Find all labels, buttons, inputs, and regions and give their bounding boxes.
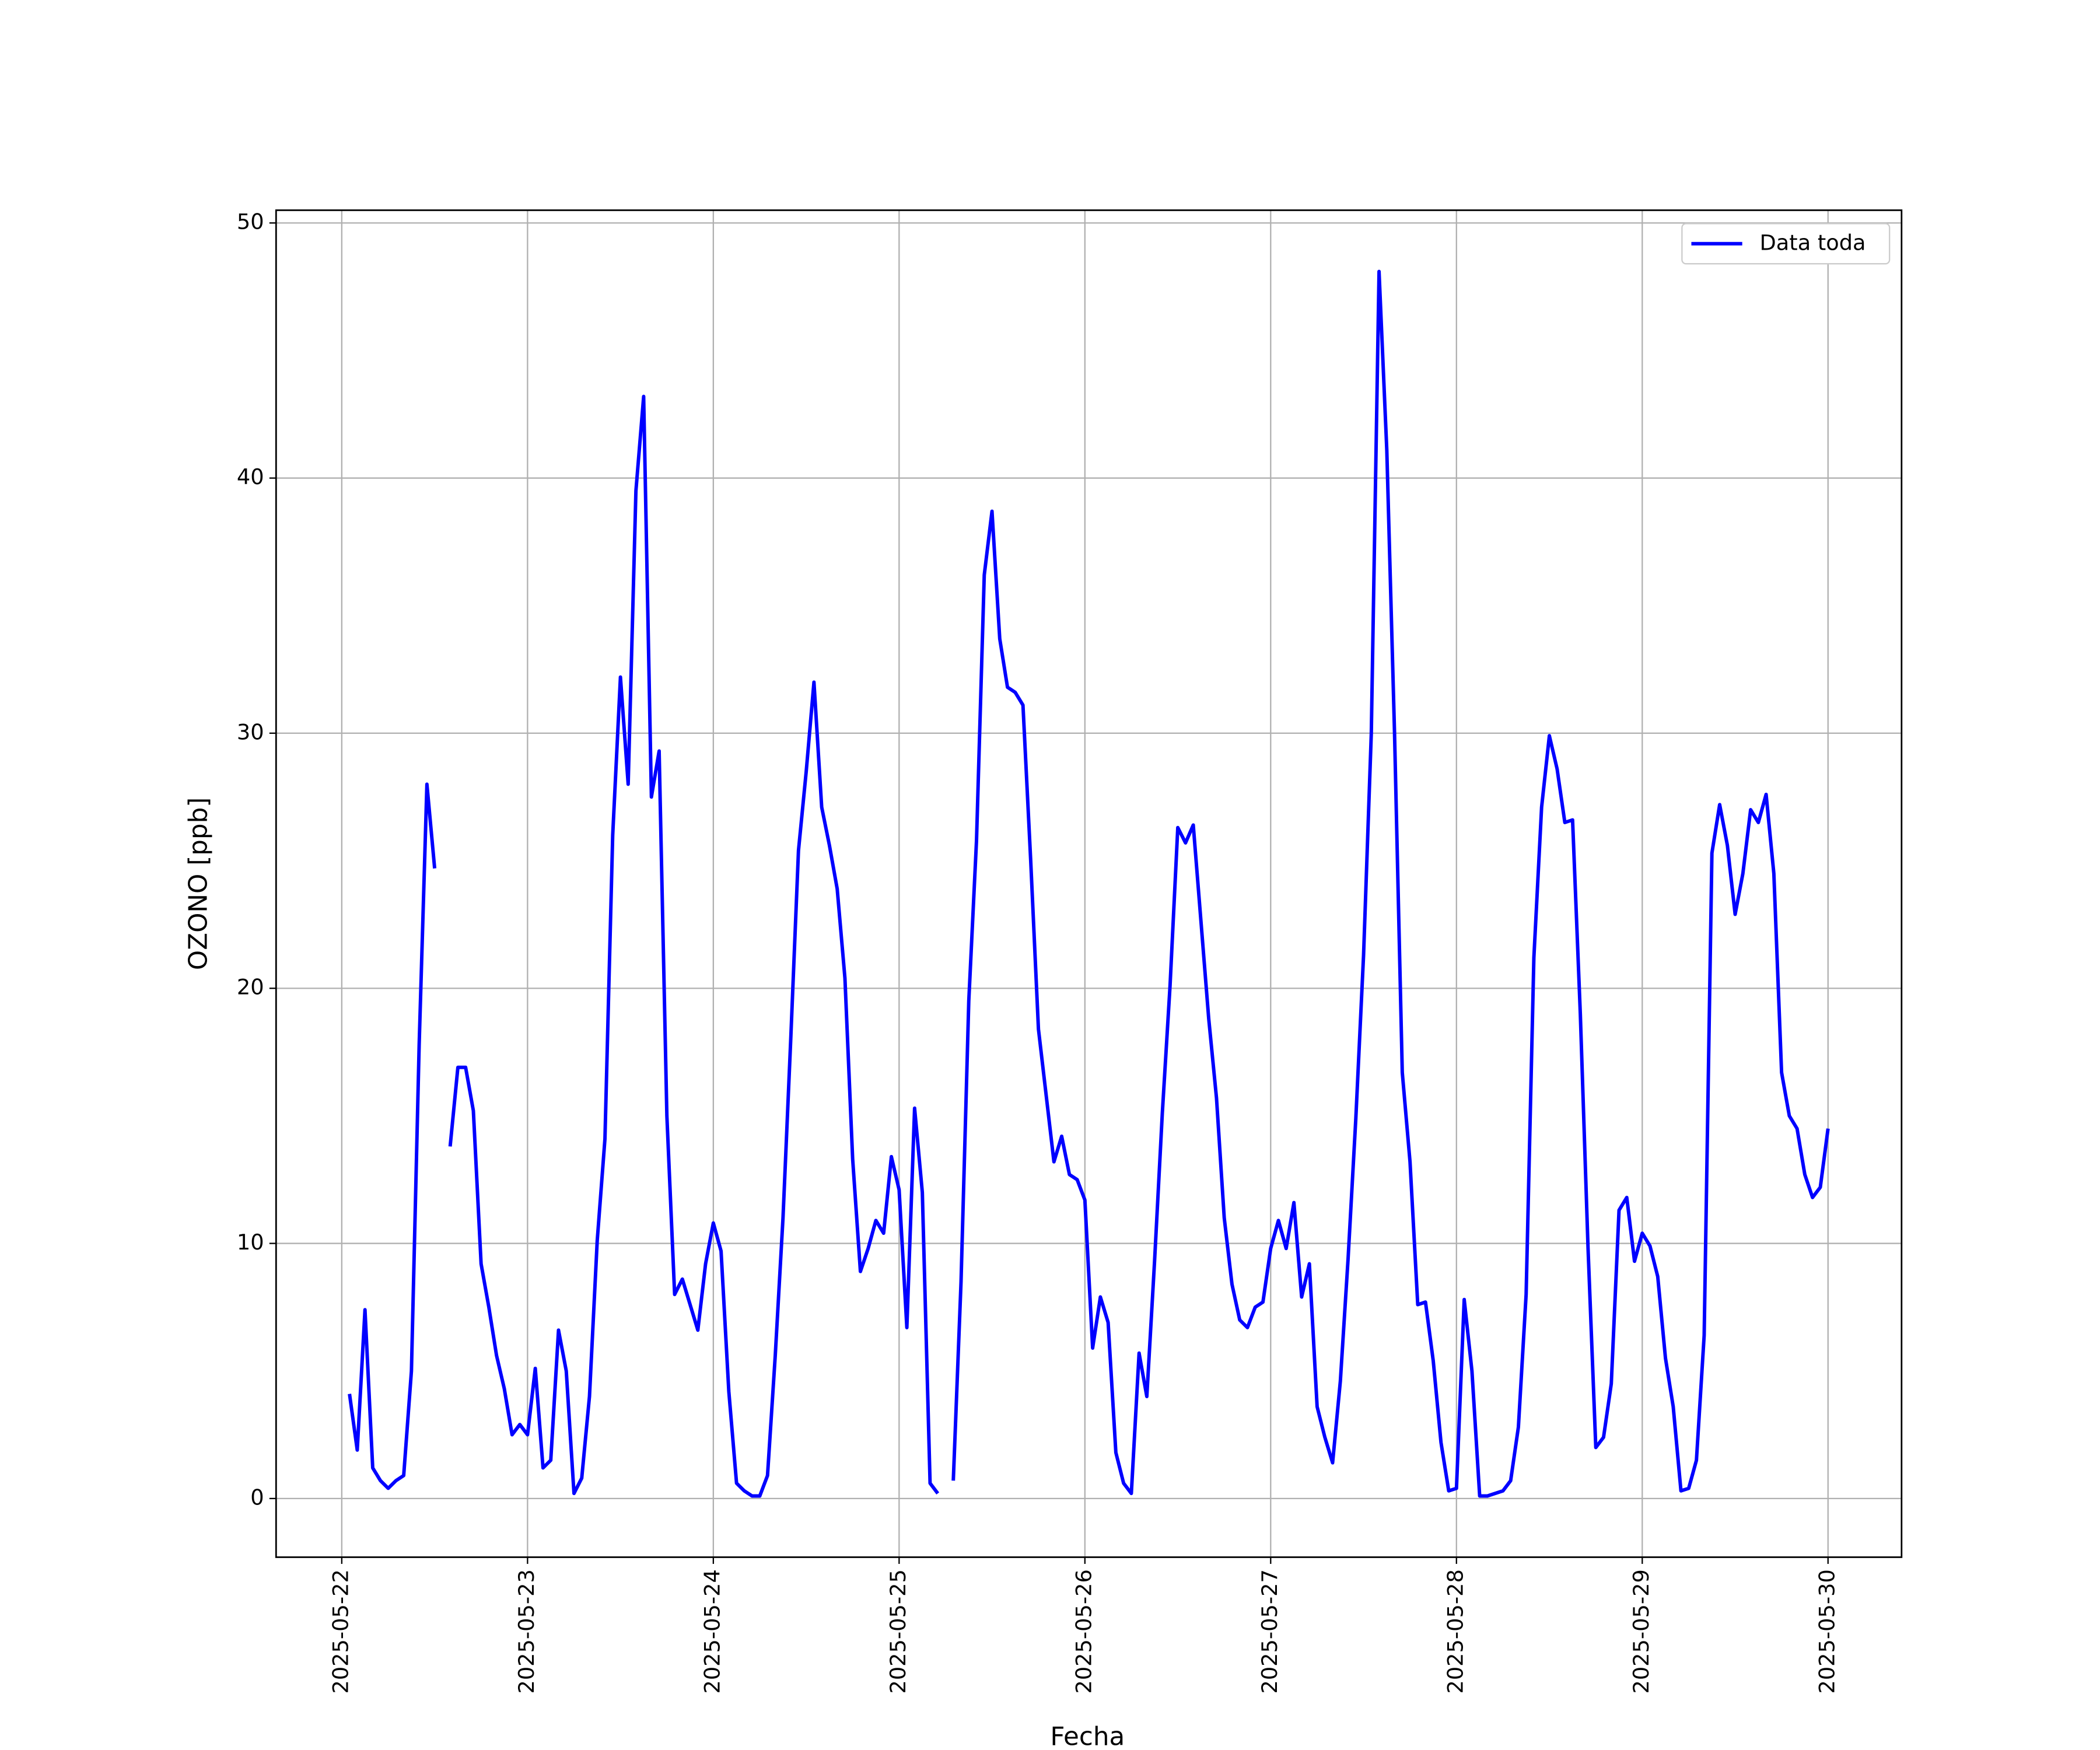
data-line: [348, 270, 1830, 1498]
x-axis-label: Fecha: [1050, 1722, 1125, 1750]
y-tick-label: 30: [237, 719, 264, 744]
x-tick-label: 2025-05-26: [1071, 1569, 1096, 1693]
x-tick-label: 2025-05-27: [1257, 1569, 1282, 1693]
legend-box: [1681, 223, 1891, 265]
y-tick-label: 50: [237, 209, 264, 235]
y-tick-label: 20: [237, 975, 264, 1000]
x-tick-label: 2025-05-24: [699, 1569, 724, 1693]
y-tick-label: 40: [237, 464, 264, 489]
x-tick-label: 2025-05-22: [328, 1569, 353, 1693]
x-tick-label: 2025-05-28: [1443, 1569, 1468, 1693]
y-tick-label: 0: [250, 1485, 264, 1510]
y-tick-label: 10: [237, 1230, 264, 1255]
x-tick-label: 2025-05-30: [1814, 1569, 1839, 1693]
x-tick-label: 2025-05-23: [514, 1569, 539, 1693]
y-axis-label: OZONO [ppb]: [184, 797, 213, 970]
x-tick-label: 2025-05-29: [1629, 1569, 1654, 1693]
legend: Data toda: [1681, 223, 1891, 265]
x-tick-label: 2025-05-25: [886, 1569, 911, 1693]
legend-label: Data toda: [1760, 230, 1866, 255]
plot-frame: [275, 209, 1903, 1558]
